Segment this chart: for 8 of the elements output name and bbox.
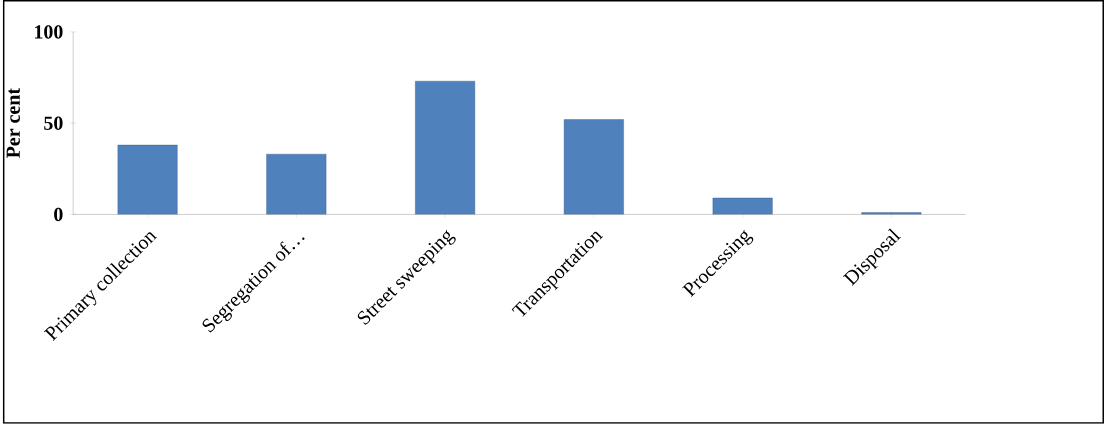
y-tick-label: 0 xyxy=(54,207,63,222)
y-tick-label: 50 xyxy=(44,116,63,130)
bar xyxy=(563,119,624,215)
y-tick-label: 100 xyxy=(35,25,63,39)
y-axis-title: Per cent xyxy=(6,88,20,159)
bar xyxy=(415,81,476,215)
bar xyxy=(117,144,178,215)
bar xyxy=(266,154,327,215)
